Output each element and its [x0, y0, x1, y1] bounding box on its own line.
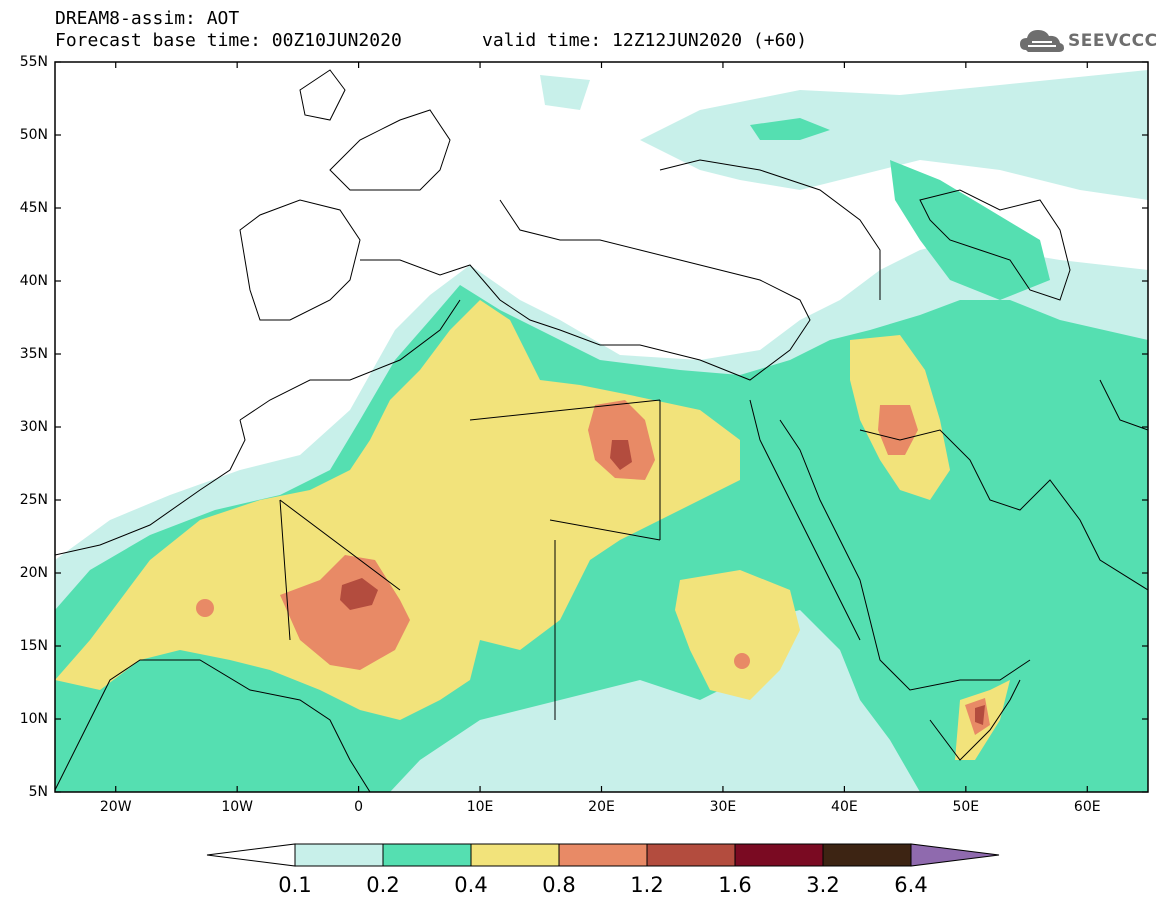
- valid-time: valid time: 12Z12JUN2020 (+60): [482, 30, 808, 51]
- aot-level-0.2-region: [890, 160, 1050, 300]
- lat-tick-label: 15N: [19, 638, 48, 654]
- aot-level-1.2-region: [975, 705, 985, 725]
- lat-tick-label: 50N: [19, 127, 48, 143]
- lat-tick-label: 40N: [19, 273, 48, 289]
- colorbar-segment: [822, 843, 912, 867]
- lat-tick-label: 35N: [19, 346, 48, 362]
- lat-tick-label: 5N: [28, 784, 48, 800]
- lat-tick-label: 55N: [19, 54, 48, 70]
- colorbar-under-arrow: [206, 843, 296, 867]
- colorbar-segment: [734, 843, 824, 867]
- aot-level-0.4-region: [675, 570, 800, 700]
- colorbar-segment: [382, 843, 472, 867]
- cloud-icon: [1020, 30, 1064, 52]
- aot-field: [55, 70, 1148, 792]
- colorbar-segment: [470, 843, 560, 867]
- lon-tick-label: 20E: [588, 799, 615, 815]
- lon-tick-label: 10W: [221, 799, 253, 815]
- aot-level-0.8-region: [734, 653, 750, 669]
- colorbar-level-label: 3.2: [806, 873, 840, 897]
- lat-tick-label: 30N: [19, 419, 48, 435]
- lat-tick-label: 20N: [19, 565, 48, 581]
- logo-text: SEEVCCC: [1068, 31, 1158, 51]
- aot-level-0.4-region: [55, 300, 740, 720]
- colorbar-level-label: 0.8: [542, 873, 576, 897]
- colorbar-segment: [558, 843, 648, 867]
- lon-tick-label: 10E: [466, 799, 494, 815]
- lon-tick-label: 0: [354, 799, 364, 815]
- colorbar-segment: [646, 843, 736, 867]
- lon-tick-label: 50E: [952, 799, 980, 815]
- lat-tick-label: 45N: [19, 200, 48, 216]
- axis-ticks: [55, 61, 1148, 793]
- colorbar-level-label: 1.2: [630, 873, 664, 897]
- lon-tick-label: 40E: [831, 799, 858, 815]
- aot-level-1.2-region: [610, 440, 632, 470]
- aot-level-1.2-region: [340, 578, 378, 610]
- lat-tick-label: 10N: [19, 711, 48, 727]
- lon-tick-label: 20W: [99, 799, 132, 815]
- forecast-base-time: Forecast base time: 00Z10JUN2020: [55, 30, 402, 51]
- colorbar: [206, 843, 1000, 867]
- aot-level-0.8-region: [878, 405, 918, 455]
- aot-level-0.8-region: [196, 599, 214, 617]
- colorbar-over-arrow: [910, 843, 1000, 867]
- lat-tick-label: 25N: [19, 492, 48, 508]
- coastlines: [55, 69, 1148, 792]
- aot-level-0.8-region: [280, 555, 410, 670]
- colorbar-level-label: 0.1: [278, 873, 312, 897]
- lon-tick-label: 30E: [709, 799, 737, 815]
- colorbar-level-label: 0.2: [366, 873, 400, 897]
- colorbar-level-label: 0.4: [454, 873, 488, 897]
- lon-tick-label: 60E: [1073, 799, 1101, 815]
- aot-level-0.2-region: [750, 118, 830, 140]
- aot-level-0.1-region: [640, 70, 1148, 200]
- colorbar-segment: [294, 843, 384, 867]
- colorbar-level-label: 1.6: [718, 873, 752, 897]
- aot-level-0.1-region: [540, 75, 590, 110]
- title-line-1: DREAM8-assim: AOT: [55, 8, 240, 29]
- colorbar-level-label: 6.4: [894, 873, 928, 897]
